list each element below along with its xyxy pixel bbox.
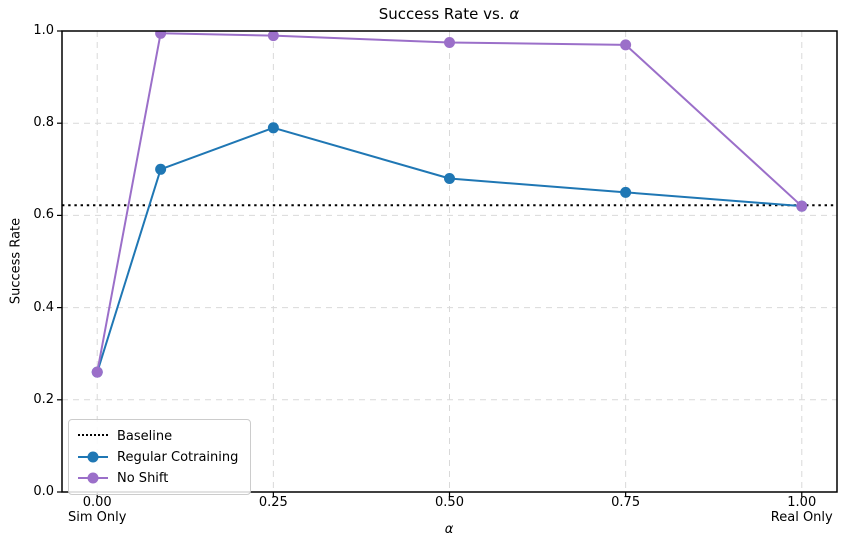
y-tick-label: 0.4: [33, 299, 54, 315]
data-point-no-shift: [267, 31, 279, 42]
y-tick-label: 0.2: [33, 391, 54, 407]
data-point-no-shift: [796, 200, 808, 212]
x-tick-value: 0.50: [435, 495, 464, 510]
x-tick-sublabel: Real Only: [770, 510, 833, 525]
series-line-no-shift: [96, 32, 803, 374]
y-tick-label: 0.8: [33, 115, 54, 131]
chart-title: Success Rate vs. α: [378, 5, 520, 23]
data-layer: [62, 31, 837, 378]
legend: Baseline Regular Cotraining No Shift: [68, 419, 252, 495]
legend-line-sample: [78, 471, 108, 485]
data-point-no-shift: [155, 31, 167, 39]
x-tick-label: 0.50: [435, 495, 464, 510]
x-tick-label: 0.25: [259, 495, 288, 510]
data-point-regular-cotraining: [155, 163, 167, 175]
plot-canvas: [57, 30, 838, 497]
x-tick-label: 0.00 Sim Only: [68, 495, 126, 525]
data-point-no-shift: [91, 366, 103, 378]
legend-label: Regular Cotraining: [117, 449, 239, 465]
data-point-no-shift: [444, 37, 455, 49]
y-tick-label: 0.0: [33, 484, 54, 499]
x-tick-label: 1.00 Real Only: [771, 495, 833, 525]
x-axis-label: α: [444, 522, 454, 537]
legend-line-sample: [78, 429, 108, 443]
legend-marker-dot: [87, 451, 99, 463]
axes-frame: [61, 30, 838, 493]
plot-area: [57, 30, 838, 497]
data-point-regular-cotraining: [620, 186, 632, 198]
x-tick-label: 0.75: [611, 495, 640, 510]
x-tick-sublabel: Sim Only: [68, 510, 127, 525]
legend-marker-dot: [87, 472, 99, 484]
x-tick-value: 0.25: [258, 495, 288, 510]
data-point-regular-cotraining: [267, 122, 279, 134]
data-point-regular-cotraining: [444, 173, 455, 185]
x-tick-value: 0.00: [82, 495, 112, 510]
x-tick-value: 1.00: [787, 495, 817, 510]
legend-label: No Shift: [117, 470, 169, 486]
series-line-regular-cotraining: [96, 126, 803, 374]
y-tick-label: 1.0: [33, 23, 54, 38]
legend-label: Baseline: [117, 428, 173, 444]
legend-item-regular-cotraining: Regular Cotraining: [78, 448, 238, 466]
x-tick-value: 0.75: [611, 495, 641, 510]
y-tick-label: 0.6: [33, 207, 54, 223]
y-axis-label: Success Rate: [8, 217, 24, 305]
legend-item-no-shift: No Shift: [78, 469, 238, 487]
data-point-no-shift: [620, 39, 632, 51]
legend-item-baseline: Baseline: [78, 427, 238, 445]
legend-line-sample: [78, 450, 108, 464]
